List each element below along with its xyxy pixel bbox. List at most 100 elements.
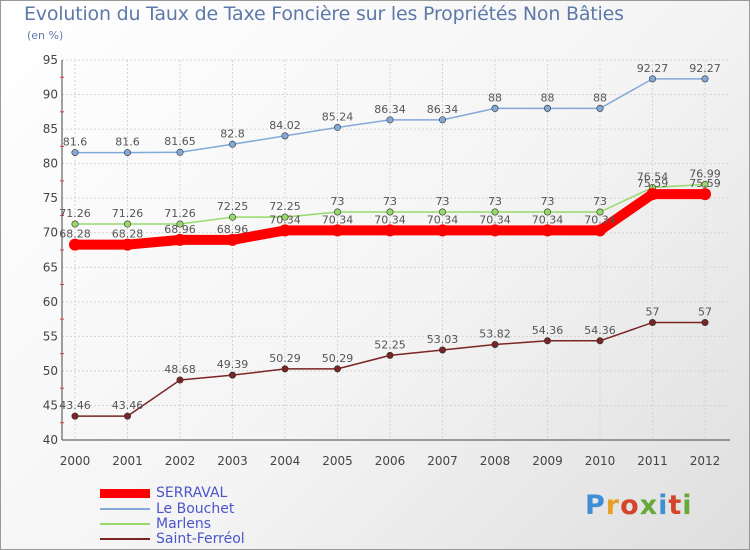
data-label-le-bouchet: 81.6 — [63, 136, 88, 149]
legend-swatch-saint-ferreol — [100, 538, 150, 540]
data-label-saint-ferr-ol: 57 — [646, 306, 660, 319]
data-label-saint-ferr-ol: 43.46 — [59, 399, 91, 412]
data-label-le-bouchet: 86.34 — [374, 103, 406, 116]
data-point-marlens — [596, 208, 604, 216]
data-point-serraval — [646, 188, 659, 201]
x-tick-label: 2008 — [480, 454, 511, 468]
legend-label-serraval: SERRAVAL — [156, 485, 228, 501]
data-point-serraval — [226, 233, 239, 246]
y-tick-label: 50 — [43, 364, 58, 378]
data-label-marlens: 71.26 — [164, 207, 196, 220]
y-tick-label: 90 — [43, 88, 58, 102]
legend-item-le-bouchet: Le Bouchet — [100, 502, 234, 516]
legend-swatch-le-bouchet — [100, 508, 150, 510]
data-label-serraval: 70.34 — [584, 213, 616, 226]
data-point-marlens — [491, 208, 499, 216]
legend-swatch-serraval — [100, 488, 150, 498]
x-tick-label: 2003 — [217, 454, 248, 468]
x-tick-label: 2005 — [322, 454, 353, 468]
data-point-serraval — [384, 224, 396, 237]
data-point-le-bouchet — [596, 104, 604, 112]
data-point-serraval — [699, 188, 711, 201]
chart-title: Evolution du Taux de Taxe Foncière sur l… — [24, 3, 624, 25]
x-tick-label: 2007 — [427, 454, 458, 468]
data-label-serraval: 75.59 — [637, 177, 669, 190]
data-point-saint-ferr-ol — [491, 341, 499, 349]
data-point-marlens — [229, 213, 237, 221]
legend-label-marlens: Marlens — [156, 516, 212, 532]
legend-swatch-marlens — [100, 523, 150, 525]
data-point-serraval — [121, 238, 134, 251]
data-point-serraval — [594, 224, 606, 237]
y-tick-label: 85 — [43, 122, 58, 136]
data-point-marlens — [543, 208, 551, 216]
legend-label-le-bouchet: Le Bouchet — [156, 501, 235, 517]
data-point-serraval — [541, 224, 554, 237]
data-label-saint-ferr-ol: 52.25 — [374, 338, 406, 351]
data-point-le-bouchet — [71, 149, 79, 157]
data-label-saint-ferr-ol: 43.46 — [112, 399, 144, 412]
data-point-saint-ferr-ol — [438, 346, 446, 354]
data-point-le-bouchet — [491, 104, 499, 112]
data-label-saint-ferr-ol: 50.29 — [322, 352, 354, 365]
data-point-serraval — [489, 224, 501, 237]
data-label-marlens: 73 — [593, 195, 607, 208]
y-tick-label: 55 — [43, 329, 58, 343]
data-point-le-bouchet — [386, 116, 394, 124]
y-tick-label: 95 — [43, 53, 58, 67]
data-label-serraval: 68.96 — [164, 223, 196, 236]
data-label-marlens: 73 — [331, 195, 345, 208]
data-point-marlens — [333, 208, 341, 216]
legend-label-saint-ferreol: Saint-Ferréol — [156, 531, 245, 547]
proxiti-logo: Proxiti — [585, 490, 693, 521]
data-label-saint-ferr-ol: 57 — [698, 306, 712, 319]
x-tick-label: 2006 — [375, 454, 406, 468]
data-label-saint-ferr-ol: 54.36 — [532, 324, 564, 337]
y-tick-label: 75 — [43, 191, 58, 205]
data-label-marlens: 76.99 — [689, 167, 721, 180]
x-tick-label: 2002 — [165, 454, 196, 468]
data-label-saint-ferr-ol: 53.03 — [427, 333, 459, 346]
data-label-marlens: 76.54 — [637, 171, 669, 184]
data-point-saint-ferr-ol — [229, 371, 237, 379]
data-label-serraval: 68.28 — [112, 228, 144, 241]
data-label-le-bouchet: 86.34 — [427, 103, 459, 116]
data-point-le-bouchet — [333, 123, 341, 131]
data-label-marlens: 71.26 — [112, 207, 144, 220]
data-label-serraval: 70.34 — [269, 213, 301, 226]
x-tick-label: 2001 — [112, 454, 143, 468]
data-label-saint-ferr-ol: 53.82 — [479, 328, 511, 341]
data-label-le-bouchet: 81.65 — [164, 135, 196, 148]
data-label-marlens: 71.26 — [59, 207, 91, 220]
data-point-saint-ferr-ol — [648, 319, 656, 327]
data-point-saint-ferr-ol — [333, 365, 341, 373]
data-point-saint-ferr-ol — [176, 376, 184, 384]
data-point-marlens — [71, 220, 79, 228]
data-point-serraval — [436, 224, 449, 237]
data-label-le-bouchet: 85.24 — [322, 110, 354, 123]
data-label-le-bouchet: 88 — [541, 91, 555, 104]
data-point-saint-ferr-ol — [596, 337, 604, 345]
data-label-le-bouchet: 82.8 — [220, 127, 245, 140]
data-point-le-bouchet — [543, 104, 551, 112]
data-label-marlens: 72.25 — [269, 200, 301, 213]
data-label-saint-ferr-ol: 48.68 — [164, 363, 196, 376]
data-label-serraval: 70.34 — [322, 213, 354, 226]
data-label-marlens: 73 — [383, 195, 397, 208]
data-point-le-bouchet — [438, 116, 446, 124]
y-tick-label: 80 — [43, 157, 58, 171]
data-label-le-bouchet: 88 — [488, 91, 502, 104]
data-point-marlens — [386, 208, 394, 216]
data-label-serraval: 68.28 — [59, 228, 91, 241]
data-point-serraval — [174, 233, 186, 246]
data-label-serraval: 75.59 — [689, 177, 721, 190]
y-tick-label: 65 — [43, 260, 58, 274]
x-tick-label: 2000 — [60, 454, 91, 468]
data-point-marlens — [438, 208, 446, 216]
data-point-le-bouchet — [176, 148, 184, 156]
data-label-le-bouchet: 81.6 — [115, 136, 140, 149]
data-point-le-bouchet — [281, 132, 289, 140]
data-label-serraval: 70.34 — [532, 213, 564, 226]
data-label-serraval: 70.34 — [427, 213, 459, 226]
